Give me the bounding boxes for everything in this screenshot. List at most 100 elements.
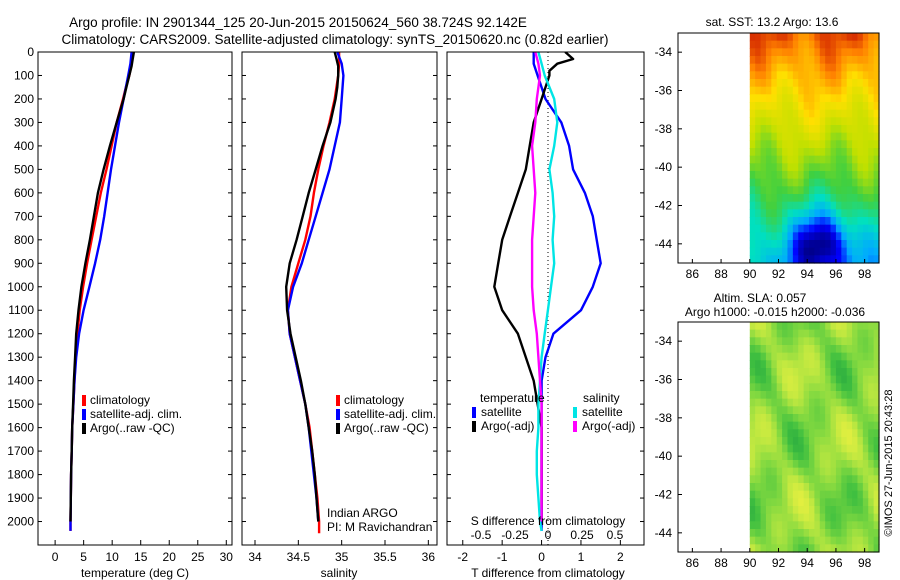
map-cell — [814, 536, 821, 545]
map-cell — [776, 452, 783, 461]
map-cell — [873, 337, 880, 346]
map-cell — [803, 247, 810, 256]
map-cell — [787, 345, 794, 354]
map-cell — [765, 513, 772, 522]
map-cell — [873, 125, 880, 134]
map-cell — [782, 498, 789, 507]
map-cell — [868, 513, 875, 522]
map-cell — [819, 171, 826, 180]
map-cell — [835, 444, 842, 453]
map-cell — [782, 163, 789, 172]
map-cell — [765, 322, 772, 331]
map-cell — [803, 163, 810, 172]
map-cell — [841, 217, 848, 226]
map-cell — [852, 232, 859, 241]
map-cell — [803, 140, 810, 149]
map-cell — [841, 155, 848, 164]
map-cell — [830, 490, 837, 499]
map-cell — [755, 414, 762, 423]
series-line-argo-raw-qc- — [285, 52, 340, 522]
map-cell — [825, 460, 832, 469]
map-cell — [819, 63, 826, 72]
map-cell — [830, 240, 837, 249]
map-cell — [782, 521, 789, 530]
map-cell — [873, 460, 880, 469]
map-cell — [771, 48, 778, 57]
map-cell — [749, 437, 756, 446]
map-cell — [841, 506, 848, 515]
map-cell — [868, 117, 875, 126]
map-cell — [787, 506, 794, 515]
map-cell — [841, 163, 848, 172]
map-cell — [787, 352, 794, 361]
map-cell — [862, 529, 869, 538]
map-cell — [776, 391, 783, 400]
map-cell — [798, 337, 805, 346]
map-cell — [852, 544, 859, 553]
map-cell — [835, 437, 842, 446]
map-cell — [835, 483, 842, 492]
map-cell — [830, 513, 837, 522]
map-cell — [846, 255, 853, 264]
map-cell — [852, 247, 859, 256]
map-cell — [852, 444, 859, 453]
map-cell — [755, 94, 762, 103]
map-cell — [765, 414, 772, 423]
credit-text: ©IMOS 27-Jun-2015 20:43:28 — [883, 390, 895, 537]
map-cell — [782, 209, 789, 218]
map-cell — [873, 345, 880, 354]
map-cell — [755, 329, 762, 338]
map-cell — [776, 421, 783, 430]
map-cell — [749, 163, 756, 172]
x-ticklabel: 25 — [191, 550, 205, 564]
map-cell — [814, 201, 821, 210]
map-cell — [749, 209, 756, 218]
difference-y-ticks — [447, 51, 644, 523]
s-ticklabel: 0.5 — [607, 528, 624, 542]
map-cell — [782, 117, 789, 126]
map-cell — [760, 506, 767, 515]
map-cell — [846, 513, 853, 522]
map-cell — [755, 536, 762, 545]
sla-map-subtitle: Argo h1000: -0.015 h2000: -0.036 — [685, 305, 865, 319]
map-cell — [857, 337, 864, 346]
map-cell — [787, 109, 794, 118]
map-cell — [846, 536, 853, 545]
map-cell — [792, 337, 799, 346]
map-cell — [830, 148, 837, 157]
map-cell — [798, 490, 805, 499]
map-cell — [776, 178, 783, 187]
y-ticklabel: 200 — [14, 92, 34, 106]
map-cell — [792, 79, 799, 88]
legend-swatch-satellite-adj — [336, 409, 340, 420]
map-cell — [749, 132, 756, 141]
map-cell — [803, 406, 810, 415]
map-cell — [803, 345, 810, 354]
map-cell — [873, 444, 880, 453]
map-x-ticklabel: 90 — [743, 556, 757, 570]
map-cell — [819, 368, 826, 377]
map-cell — [760, 33, 767, 42]
map-cell — [787, 117, 794, 126]
map-cell — [803, 544, 810, 553]
map-cell — [803, 48, 810, 57]
map-cell — [857, 460, 864, 469]
map-cell — [809, 452, 815, 461]
map-cell — [873, 414, 880, 423]
map-x-ticklabel: 98 — [858, 267, 872, 281]
y-ticklabel: 800 — [14, 233, 34, 247]
map-cell — [782, 102, 789, 111]
map-cell — [787, 86, 794, 95]
map-cell — [771, 148, 778, 157]
map-cell — [760, 94, 767, 103]
map-cell — [830, 406, 837, 415]
map-cell — [825, 360, 832, 369]
map-cell — [787, 429, 794, 438]
map-cell — [857, 475, 864, 484]
map-cell — [760, 368, 767, 377]
map-cell — [776, 247, 783, 256]
x-ticklabel: 1 — [578, 550, 585, 564]
map-cell — [809, 232, 815, 241]
map-cell — [755, 544, 762, 553]
map-cell — [830, 140, 837, 149]
